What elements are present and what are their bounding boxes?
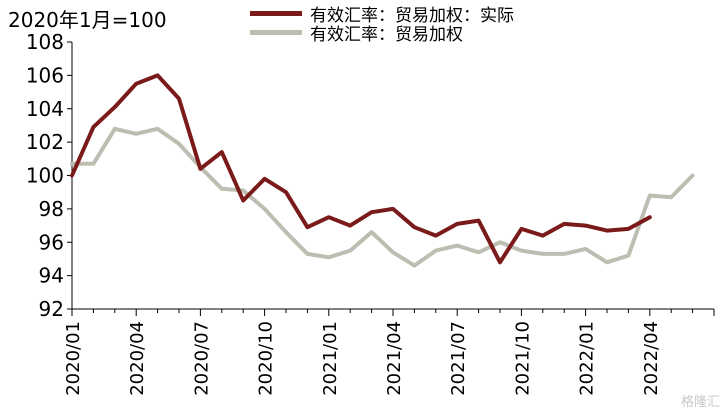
x-axis: 2020/01 2020/04 2020/07 2020/10 2021/01 2021/… [63,308,715,396]
series-lines [70,73,695,268]
x-tick-label: 2022/04 [641,321,662,396]
watermark: 格隆汇 [680,395,720,410]
legend-item-nominal: 有效汇率：贸易加权 [250,23,514,45]
y-unit-label: 2020年1月=100 [8,8,167,32]
y-tick-label: 96 [39,230,64,254]
series-line [70,73,652,265]
legend-swatch-real [250,11,302,16]
y-tick-label: 106 [26,63,64,87]
legend-label-nominal: 有效汇率：贸易加权 [310,25,463,45]
x-tick-label: 2021/01 [320,321,341,396]
y-tick-label: 102 [26,130,64,154]
x-tick-label: 2020/01 [63,321,84,396]
x-tick-label: 2022/01 [577,321,598,396]
x-tick-label: 2021/10 [512,321,533,396]
y-tick-label: 92 [39,297,64,321]
y-tick-label: 98 [39,197,64,221]
x-tick-label: 2021/04 [384,321,405,396]
y-tick-label: 108 [26,30,64,54]
x-tick-label: 2020/04 [127,321,148,396]
legend-item-real: 有效汇率：贸易加权：实际 [250,4,514,26]
legend: 有效汇率：贸易加权：实际 有效汇率：贸易加权 [250,4,514,45]
y-tick-label: 100 [26,164,64,188]
legend-swatch-nominal [250,30,302,35]
y-axis: 92 94 96 98 100 102 104 106 108 [26,30,73,321]
x-tick-label: 2020/10 [256,321,277,396]
x-tick-label: 2021/07 [448,321,469,396]
y-tick-label: 104 [26,97,64,121]
y-tick-label: 94 [39,264,64,288]
series-line [70,126,695,268]
legend-label-real: 有效汇率：贸易加权：实际 [310,6,514,26]
x-tick-label: 2020/07 [191,321,212,396]
